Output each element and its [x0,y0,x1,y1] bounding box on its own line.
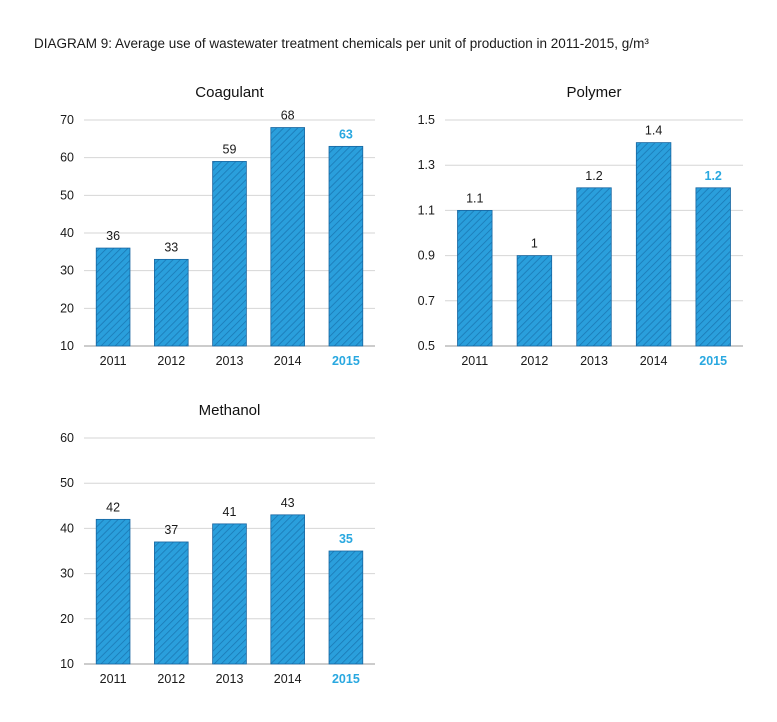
y-tick-label: 0.7 [418,294,435,308]
x-tick-label: 2014 [640,354,668,368]
data-label: 41 [223,505,237,519]
x-tick-label: 2011 [461,354,488,368]
chart-canvas-methanol: 10 20 30 40 50 60 42 2011 37 2012 41 2013 43 2014 35 20… [60,431,375,686]
y-tick-label: 1.5 [418,113,435,127]
bar-2014 [635,142,672,347]
bar-2015 [328,550,364,665]
data-label: 42 [106,500,120,514]
bar-2012 [154,258,189,347]
y-tick-label: 10 [60,657,74,671]
y-tick-label: 40 [60,226,74,240]
x-tick-label: 2015 [699,354,727,368]
x-tick-label: 2013 [216,354,244,368]
bar-2014 [270,514,305,665]
y-tick-label: 50 [60,476,74,490]
data-label: 59 [223,142,237,156]
data-label: 43 [281,496,295,510]
data-label: 1.1 [466,191,483,205]
chart-title: Polymer [566,84,622,101]
data-label: 33 [164,240,178,254]
y-tick-label: 60 [60,151,74,165]
y-tick-label: 10 [60,339,74,353]
data-label: 1.2 [585,169,602,183]
x-tick-label: 2014 [274,672,302,686]
y-tick-label: 20 [60,301,74,315]
x-tick-label: 2011 [100,672,127,686]
bar-2013 [576,187,612,347]
y-tick-label: 60 [60,431,74,445]
y-tick-label: 40 [60,521,74,535]
data-label: 36 [106,229,120,243]
x-tick-label: 2015 [332,672,360,686]
data-label: 1.2 [705,169,722,183]
bar-2015 [695,187,731,347]
x-tick-label: 2013 [580,354,608,368]
data-label: 1 [531,237,538,251]
x-tick-label: 2012 [520,354,548,368]
bar-2013 [212,161,247,347]
y-tick-label: 30 [60,567,74,581]
y-tick-label: 0.5 [418,339,435,353]
chart-methanol: Methanol 10 20 30 40 50 60 42 2011 37 2012 41 2013 4… [30,402,410,722]
y-tick-label: 1.1 [418,203,435,217]
x-tick-label: 2012 [157,672,185,686]
page-title: DIAGRAM 9: Average use of wastewater tre… [34,36,649,51]
data-label: 37 [164,523,178,537]
data-label: 35 [339,532,353,546]
bar-2012 [516,255,553,347]
y-tick-label: 50 [60,188,74,202]
x-tick-label: 2013 [216,672,244,686]
chart-canvas-coagulant: 10 20 30 40 50 60 70 36 2011 33 2012 59 2013 68 2014 63… [60,109,375,368]
data-label: 68 [281,109,295,123]
bar-2013 [212,523,247,665]
x-tick-label: 2015 [332,354,360,368]
y-tick-label: 1.3 [418,158,435,172]
chart-canvas-polymer: 0.5 0.7 0.9 1.1 1.3 1.5 1.1 2011 1 2012 1.2 2013 1.4… [418,113,743,368]
bar-2011 [95,518,131,665]
x-tick-label: 2012 [157,354,185,368]
chart-coagulant: Coagulant 10 20 30 40 50 60 70 36 2011 33 2012 59 20… [30,84,410,404]
bar-2011 [457,210,493,347]
y-tick-label: 70 [60,113,74,127]
bar-2012 [154,541,189,665]
x-tick-label: 2011 [100,354,127,368]
bar-2011 [95,247,131,347]
chart-title: Coagulant [195,84,264,101]
x-tick-label: 2014 [274,354,302,368]
chart-title: Methanol [198,402,261,419]
y-tick-label: 0.9 [418,249,435,263]
data-label: 63 [339,127,353,141]
data-label: 1.4 [645,124,662,138]
bar-2015 [328,145,364,347]
bar-2014 [270,127,305,347]
y-tick-label: 30 [60,264,74,278]
chart-polymer: Polymer 0.5 0.7 0.9 1.1 1.3 1.5 1.1 2011 1 2012 1.… [395,84,775,404]
y-tick-label: 20 [60,612,74,626]
